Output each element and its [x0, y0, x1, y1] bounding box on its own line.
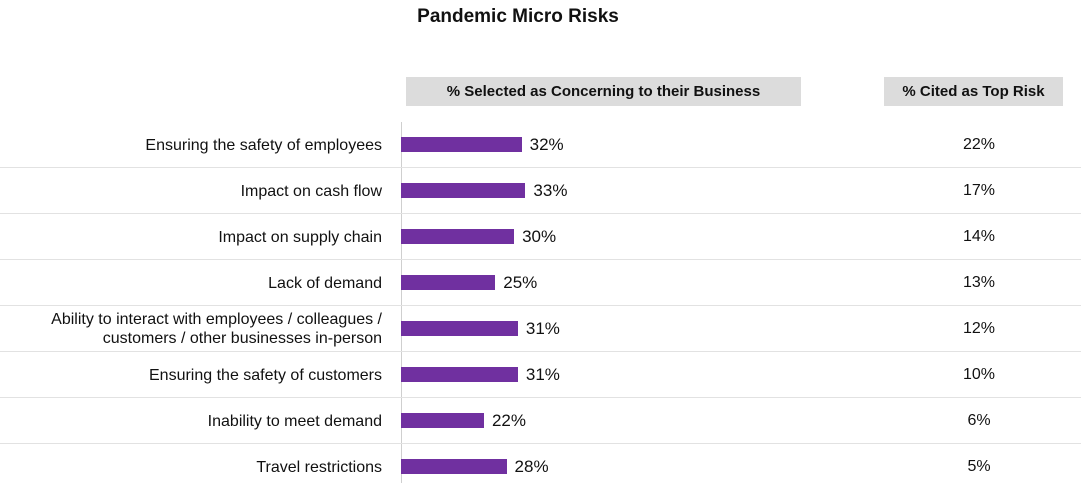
bar-axis-line [401, 122, 402, 483]
bar [401, 229, 515, 244]
bar-value-label: 32% [529, 135, 564, 154]
bar [401, 321, 518, 336]
top-risk-value: 17% [962, 182, 996, 199]
category-label: Ability to interact with employees / col… [51, 311, 382, 347]
top-risk-value: 13% [962, 274, 996, 291]
chart-row: Travel restrictions 28% 5% [0, 444, 1081, 490]
top-risk-value: 22% [962, 136, 996, 153]
bar [401, 413, 484, 428]
bar-value-label: 22% [491, 411, 526, 430]
category-label: Ensuring the safety of customers [149, 366, 382, 384]
category-label: Inability to meet demand [207, 412, 382, 430]
bar [401, 137, 522, 152]
top-risk-value: 14% [962, 228, 996, 245]
chart-row: Ensuring the safety of employees 32% 22% [0, 122, 1081, 168]
row-divider [0, 305, 1081, 306]
row-divider [0, 213, 1081, 214]
row-divider [0, 351, 1081, 352]
bar-value-label: 30% [522, 227, 557, 246]
row-divider [0, 397, 1081, 398]
bar-column-header: % Selected as Concerning to their Busine… [406, 77, 801, 106]
row-divider [0, 167, 1081, 168]
chart-title: Pandemic Micro Risks [417, 6, 619, 27]
chart-row: Ensuring the safety of customers 31% 10% [0, 352, 1081, 398]
bar [401, 183, 526, 198]
bar [401, 367, 518, 382]
bar-value-label: 28% [514, 457, 549, 476]
bar-value-label: 31% [525, 365, 560, 384]
chart-row: Ability to interact with employees / col… [0, 306, 1081, 352]
chart-row: Impact on cash flow 33% 17% [0, 168, 1081, 214]
top-risk-value: 5% [967, 458, 991, 475]
row-divider [0, 259, 1081, 260]
top-risk-column-header: % Cited as Top Risk [884, 77, 1063, 106]
bar-value-label: 25% [503, 273, 538, 292]
row-divider [0, 443, 1081, 444]
top-risk-value: 10% [962, 366, 996, 383]
category-label: Impact on supply chain [218, 228, 382, 246]
category-label: Ensuring the safety of employees [145, 136, 382, 154]
chart-row: Impact on supply chain 30% 14% [0, 214, 1081, 260]
bar-value-label: 33% [533, 181, 568, 200]
bar-value-label: 31% [525, 319, 560, 338]
chart-row: Lack of demand 25% 13% [0, 260, 1081, 306]
top-risk-value: 6% [967, 412, 991, 429]
bar [401, 275, 496, 290]
category-label: Lack of demand [268, 274, 382, 292]
category-label: Travel restrictions [256, 458, 382, 476]
bar [401, 459, 507, 474]
chart-row: Inability to meet demand 22% 6% [0, 398, 1081, 444]
category-label: Impact on cash flow [240, 182, 382, 200]
top-risk-value: 12% [962, 320, 996, 337]
